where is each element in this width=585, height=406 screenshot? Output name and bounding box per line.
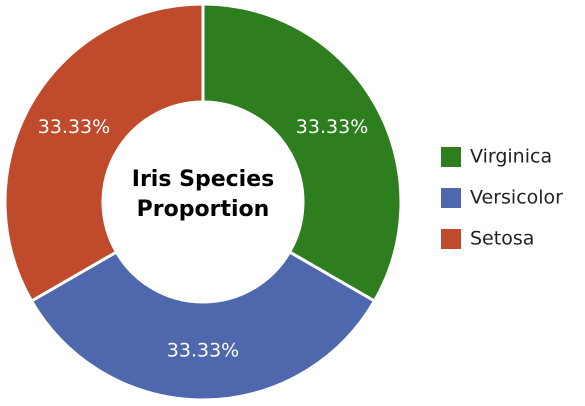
value-label: 33.33%	[167, 340, 239, 362]
donut-slice	[201, 2, 403, 304]
donut-slice	[3, 2, 205, 304]
donut-slice	[29, 249, 377, 402]
chart-title: Iris Species Proportion	[131, 167, 275, 222]
legend-swatch	[441, 147, 461, 167]
legend-swatch	[441, 188, 461, 208]
legend-label: Versicolor	[470, 187, 563, 209]
legend-label: Virginica	[470, 146, 552, 168]
legend-swatch	[441, 229, 461, 249]
value-label: 33.33%	[38, 116, 110, 138]
value-label: 33.33%	[296, 116, 368, 138]
legend-label: Setosa	[470, 228, 534, 250]
